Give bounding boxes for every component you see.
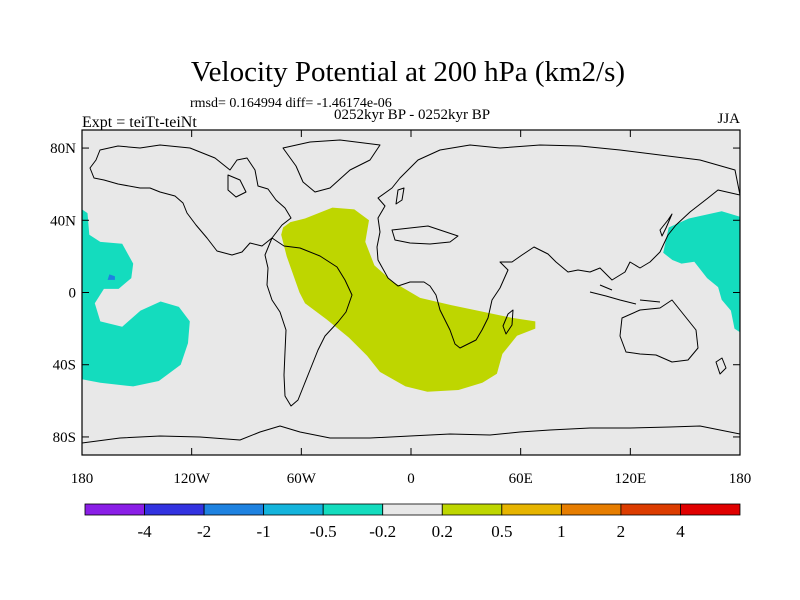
coastline-eurasia-africa xyxy=(376,144,740,349)
anomaly-region-negative-anomaly-west-pacific xyxy=(663,211,740,333)
colorbar-swatch xyxy=(144,503,205,516)
x-tick-label: 120W xyxy=(173,471,211,487)
y-tick-label: 0 xyxy=(69,286,77,302)
colorbar-label: -4 xyxy=(137,522,152,541)
coastline-north-america xyxy=(89,144,292,256)
colorbar-swatch xyxy=(84,503,145,516)
colorbar-label: -2 xyxy=(197,522,211,541)
anomaly-region-negative-anomaly-dip xyxy=(107,274,115,280)
x-tick-label: 0 xyxy=(407,471,415,487)
y-tick-label: 40N xyxy=(50,213,76,229)
x-tick-label: 60E xyxy=(509,471,533,487)
x-tick-label: 60W xyxy=(287,471,317,487)
colorbar-label: -0.5 xyxy=(310,522,337,541)
colorbar-swatch xyxy=(620,503,681,516)
x-tick-label: 120E xyxy=(614,471,646,487)
chart-title: Velocity Potential at 200 hPa (km2/s) xyxy=(191,56,625,88)
colorbar-swatch xyxy=(501,503,562,516)
anomaly-region-positive-anomaly-atlantic-africa xyxy=(281,207,536,392)
colorbar-label: -0.2 xyxy=(369,522,396,541)
coastline-south-america xyxy=(264,237,353,407)
coastlines xyxy=(82,139,740,444)
map-panel: 180 120W 60W 0 60E 120E 180 80N 40N 0 40S 80S xyxy=(50,129,752,487)
colorbar-swatch xyxy=(203,503,265,516)
colorbar-swatch xyxy=(382,503,443,516)
coastline-madagascar xyxy=(502,309,514,335)
experiment-label: Expt = teiTt-teiNt xyxy=(82,114,197,131)
y-tick-label: 40S xyxy=(53,358,76,374)
coastline-new-zealand xyxy=(715,357,727,375)
colorbar-swatch xyxy=(560,503,622,516)
colorbar-label: 0.5 xyxy=(491,522,512,541)
coastline-antarctica xyxy=(82,425,740,444)
colorbar-swatch xyxy=(441,503,503,516)
x-tick-label: 180 xyxy=(729,471,752,487)
colorbar-label: 1 xyxy=(557,522,566,541)
period-subtitle: 0252kyr BP - 0252kyr BP xyxy=(334,107,490,123)
colorbar: -4 -2 -1 -0.5 -0.2 0.2 0.5 1 2 4 xyxy=(84,503,741,541)
colorbar-swatch xyxy=(322,503,384,516)
colorbar-swatch xyxy=(263,503,324,516)
coastline-mediterranean xyxy=(391,225,459,245)
coastline-uk xyxy=(395,187,405,205)
anomaly-region-negative-anomaly-central-pacific xyxy=(82,209,190,387)
stats-subtitle: rmsd= 0.164994 diff= -1.46174e-06 xyxy=(190,96,392,111)
coastline-australia xyxy=(619,299,699,363)
colorbar-label: 4 xyxy=(676,522,685,541)
colorbar-label: 2 xyxy=(617,522,626,541)
y-tick-label: 80N xyxy=(50,141,76,157)
coastline-japan xyxy=(659,213,673,237)
colorbar-label: -1 xyxy=(257,522,271,541)
x-tick-label: 180 xyxy=(71,471,94,487)
coastline-indonesia xyxy=(589,284,661,305)
map-background xyxy=(82,130,740,455)
colorbar-label: 0.2 xyxy=(432,522,453,541)
coastline-greenland xyxy=(282,139,381,193)
season-label: JJA xyxy=(717,111,740,127)
colorbar-swatch xyxy=(680,503,741,516)
coastline-hudson-bay xyxy=(227,174,247,198)
y-tick-label: 80S xyxy=(53,430,76,446)
